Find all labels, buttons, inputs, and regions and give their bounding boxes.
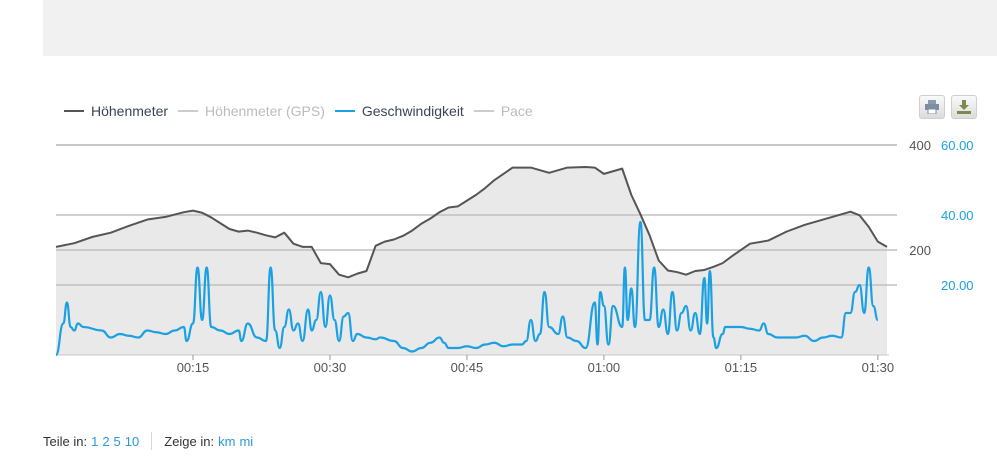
legend-label: Geschwindigkeit: [361, 103, 464, 119]
legend-item[interactable]: Höhenmeter: [64, 103, 168, 119]
x-tick-label: 00:15: [177, 360, 210, 375]
y-left-tick-label: 400: [909, 138, 931, 153]
legend-swatch: [64, 110, 84, 112]
y-right-tick-label: 60.00: [941, 138, 974, 153]
split-option[interactable]: 10: [124, 433, 140, 449]
legend-label: Pace: [500, 103, 533, 119]
x-tick-label: 01:30: [862, 360, 895, 375]
x-tick-label: 01:00: [588, 360, 621, 375]
download-icon: [957, 100, 971, 114]
unit-options: km mi: [214, 434, 253, 449]
legend-label: Höhenmeter (GPS): [205, 103, 325, 119]
footer: Teile in: 1 2 5 10 Zeige in: km mi: [43, 432, 253, 450]
legend-item[interactable]: Höhenmeter (GPS): [178, 103, 325, 119]
unit-option[interactable]: mi: [239, 433, 254, 449]
legend-label: Höhenmeter: [91, 103, 169, 119]
y-right-tick-label: 20.00: [941, 278, 974, 293]
x-tick-label: 00:45: [451, 360, 484, 375]
split-option[interactable]: 5: [113, 433, 121, 449]
split-label: Teile in:: [43, 433, 88, 449]
x-tick-label: 01:15: [725, 360, 758, 375]
unit-option[interactable]: km: [218, 433, 236, 449]
split-option[interactable]: 1: [91, 433, 99, 449]
header-band: [43, 0, 997, 56]
legend-item[interactable]: Pace: [473, 103, 533, 119]
chart-legend: Höhenmeter Höhenmeter (GPS) Geschwindigkei…: [64, 100, 543, 122]
series-line-geschwindigkeit: [54, 220, 879, 357]
split-options: 1 2 5 10: [87, 434, 139, 449]
legend-swatch: [178, 110, 199, 112]
legend-swatch: [334, 110, 355, 112]
download-button[interactable]: [951, 95, 977, 119]
series-line-hoehenmeter: [55, 166, 888, 279]
footer-divider: [151, 432, 153, 450]
elevation-area: [56, 167, 887, 355]
legend-swatch: [473, 110, 494, 112]
unit-label: Zeige in:: [164, 433, 215, 449]
print-button[interactable]: [919, 95, 945, 119]
print-icon: [925, 100, 939, 114]
legend-item[interactable]: Geschwindigkeit: [334, 103, 464, 119]
split-option[interactable]: 2: [102, 433, 110, 449]
chart-svg: 00:15 00:30 00:45 01:00 01:15 01:30 400 200 60.0…: [54, 138, 974, 375]
y-left-tick-label: 200: [909, 243, 931, 258]
x-tick-label: 00:30: [314, 360, 347, 375]
y-right-tick-label: 40.00: [941, 208, 974, 223]
